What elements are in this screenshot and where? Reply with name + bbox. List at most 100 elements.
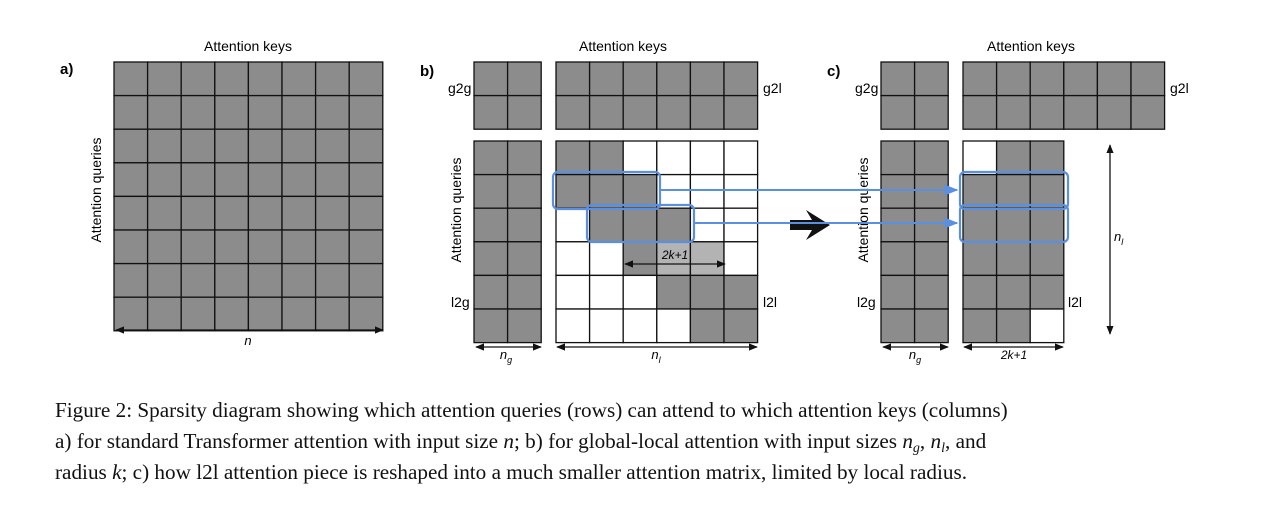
grid-b-l2l-cell <box>689 308 725 344</box>
grid-c-g2g-cell <box>880 61 916 97</box>
grid-c-l2l-cell <box>1029 274 1065 310</box>
grid-b-g2l-cell <box>588 61 624 97</box>
grid-b-l2l <box>555 140 759 344</box>
grid-c-l2l-cell <box>1029 241 1065 277</box>
grid-b-l2l-cell <box>656 308 692 344</box>
grid-a-full-cell <box>146 162 182 198</box>
grid-b-l2l-cell <box>723 241 759 277</box>
grid-a-full-cell <box>281 162 317 198</box>
grid-a-full-cell <box>180 94 216 130</box>
grid-c-g2l-cell <box>1130 94 1166 130</box>
grid-a-full-cell <box>281 195 317 231</box>
grid-b-g2g-cell <box>506 61 542 97</box>
panel-a-size-label: n <box>244 333 251 348</box>
grid-b-l2l-cell <box>723 173 759 209</box>
grid-b-l2l-cell <box>588 308 624 344</box>
grid-c-l2l-cell <box>962 173 998 209</box>
grid-a-full-cell <box>113 94 149 130</box>
grid-b-l2l-cell <box>622 274 658 310</box>
panel-b-label: b) <box>420 63 434 80</box>
grid-c-l2g <box>880 140 949 344</box>
panel-a-keys-label: Attention keys <box>204 38 292 54</box>
panel-c-label: c) <box>827 63 840 80</box>
grid-a-full-cell <box>247 296 283 332</box>
grid-c-l2l-cell <box>962 241 998 277</box>
grid-c-l2l-cell <box>962 207 998 243</box>
grid-a-full-cell <box>348 61 384 97</box>
grid-b-l2g-cell <box>506 274 542 310</box>
grid-b-l2l-cell <box>689 274 725 310</box>
grid-a-full-cell <box>348 229 384 265</box>
grid-b-l2l-cell <box>622 207 658 243</box>
grid-a-full-cell <box>214 296 250 332</box>
grid-b-l2l-cell <box>555 274 591 310</box>
grid-b-l2l-cell <box>555 308 591 344</box>
grid-b-g2g-cell <box>473 61 509 97</box>
grid-b-l2l-cell <box>656 173 692 209</box>
panel-a-label: a) <box>60 61 73 78</box>
grid-a-full-cell <box>146 128 182 164</box>
grid-a-full-cell <box>146 195 182 231</box>
grid-b-l2l-cell <box>588 274 624 310</box>
grid-b-g2l-cell <box>555 61 591 97</box>
grid-a-full-cell <box>247 195 283 231</box>
grid-c-l2g-cell <box>913 308 949 344</box>
grid-a-full-cell <box>281 262 317 298</box>
grid-b-l2l-cell <box>555 140 591 176</box>
grid-c-g2g-cell <box>880 94 916 130</box>
grid-c-g2l-cell <box>995 61 1031 97</box>
panel-c-keys-label: Attention keys <box>987 38 1075 54</box>
panel-b-nl-label: nl <box>651 347 661 365</box>
grid-a-full-cell <box>180 162 216 198</box>
grid-a-full-cell <box>314 128 350 164</box>
grid-b-g2l-cell <box>723 61 759 97</box>
caption-line-3: radius k; c) how l2l attention piece is … <box>55 460 967 484</box>
grid-b-l2g-cell <box>506 173 542 209</box>
grid-a-full-cell <box>214 128 250 164</box>
panel-c-l2l-label: l2l <box>1068 294 1082 310</box>
grid-b-l2l-cell <box>656 140 692 176</box>
grid-c-g2g <box>880 61 949 130</box>
panel-c-l2g-label: l2g <box>857 294 876 310</box>
grid-a-full-cell <box>348 162 384 198</box>
grid-b-l2l-cell <box>622 140 658 176</box>
grid-c-l2l-cell <box>995 274 1031 310</box>
grid-a-full-cell <box>146 296 182 332</box>
panel-b-ng-label: ng <box>500 347 512 365</box>
grid-c-g2l-cell <box>1096 61 1132 97</box>
panel-c-ng-label: ng <box>909 347 921 365</box>
grid-b-l2g-cell <box>506 241 542 277</box>
figure-caption: Figure 2: Sparsity diagram showing which… <box>55 395 1245 488</box>
grid-c-g2l-cell <box>1130 61 1166 97</box>
grid-b-g2l-cell <box>723 94 759 130</box>
grid-c-l2g-cell <box>913 140 949 176</box>
grid-c-l2g-cell <box>880 140 916 176</box>
grid-a-full-cell <box>113 229 149 265</box>
grid-a-full-cell <box>348 195 384 231</box>
grid-a-full-cell <box>247 162 283 198</box>
grid-c-l2l-cell <box>995 308 1031 344</box>
panel-a-queries-label: Attention queries <box>88 137 104 242</box>
grid-b-l2l-cell <box>689 207 725 243</box>
grid-c-l2g-cell <box>880 308 916 344</box>
grid-b-g2l-cell <box>656 61 692 97</box>
grid-a-full-cell <box>247 262 283 298</box>
grid-c-l2l-cell <box>1029 173 1065 209</box>
grid-b-g2l-cell <box>689 61 725 97</box>
grid-a-full-cell <box>214 162 250 198</box>
grid-b-g2l-cell <box>689 94 725 130</box>
grid-b-l2g <box>473 140 542 344</box>
grid-c-g2g-cell <box>913 61 949 97</box>
panel-b-radius-label: 2k+1 <box>661 248 688 262</box>
grid-c-l2l-cell <box>1029 308 1065 344</box>
grid-a-full-cell <box>146 61 182 97</box>
grid-a-full-cell <box>113 296 149 332</box>
figure: a) Attention keys Attention queries n b)… <box>60 38 1189 365</box>
grid-a-full-cell <box>247 94 283 130</box>
grid-b-l2l-cell <box>622 241 658 277</box>
grid-a-full-cell <box>247 229 283 265</box>
grid-b-l2g-cell <box>473 274 509 310</box>
grid-b-l2l-cell <box>723 274 759 310</box>
grid-a-full-cell <box>180 229 216 265</box>
panel-b-keys-label: Attention keys <box>579 38 667 54</box>
